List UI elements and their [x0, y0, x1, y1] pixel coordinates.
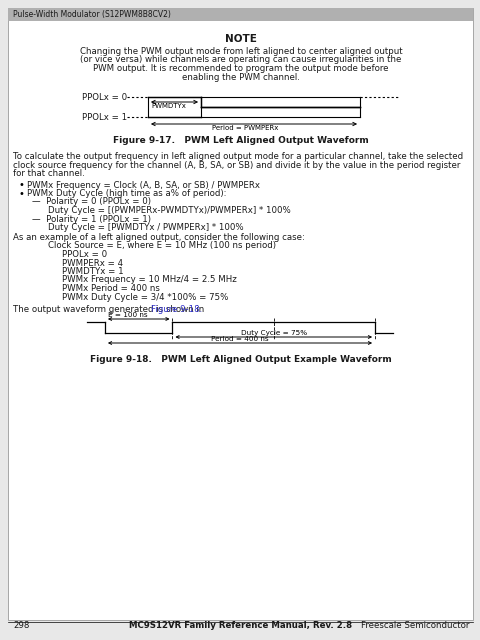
- Text: enabling the PWM channel.: enabling the PWM channel.: [182, 72, 300, 81]
- Text: PWMx Duty Cycle = 3/4 *100% = 75%: PWMx Duty Cycle = 3/4 *100% = 75%: [62, 292, 228, 301]
- Text: Figure 9-18.   PWM Left Aligned Output Example Waveform: Figure 9-18. PWM Left Aligned Output Exa…: [90, 355, 391, 364]
- Text: PWMx Frequency = 10 MHz/4 = 2.5 MHz: PWMx Frequency = 10 MHz/4 = 2.5 MHz: [62, 275, 236, 285]
- Text: To calculate the output frequency in left aligned output mode for a particular c: To calculate the output frequency in lef…: [13, 152, 462, 161]
- Text: PWMx Duty Cycle (high time as a% of period):: PWMx Duty Cycle (high time as a% of peri…: [27, 189, 226, 198]
- Bar: [8, 8, 472, 21]
- Text: Pulse-Width Modulator (S12PWM8B8CV2): Pulse-Width Modulator (S12PWM8B8CV2): [13, 10, 170, 19]
- Text: PPOLx = 1: PPOLx = 1: [82, 113, 127, 122]
- Text: —  Polarity = 1 (PPOLx = 1): — Polarity = 1 (PPOLx = 1): [32, 214, 151, 223]
- Text: E = 100 ns: E = 100 ns: [108, 312, 147, 318]
- Text: PWMDTYx = 1: PWMDTYx = 1: [62, 267, 123, 276]
- Text: PWMx Period = 400 ns: PWMx Period = 400 ns: [62, 284, 159, 293]
- Text: PWMPERx = 4: PWMPERx = 4: [62, 259, 123, 268]
- Text: PWM output. It is recommended to program the output mode before: PWM output. It is recommended to program…: [93, 64, 388, 73]
- Text: Period = 400 ns: Period = 400 ns: [211, 336, 268, 342]
- Text: PPOLx = 0: PPOLx = 0: [82, 93, 127, 102]
- Text: Duty Cycle = 75%: Duty Cycle = 75%: [240, 330, 306, 336]
- Text: Freescale Semiconductor: Freescale Semiconductor: [360, 621, 468, 630]
- Text: (or vice versa) while channels are operating can cause irregularities in the: (or vice versa) while channels are opera…: [80, 56, 401, 65]
- Text: PPOLx = 0: PPOLx = 0: [62, 250, 107, 259]
- Text: —  Polarity = 0 (PPOLx = 0): — Polarity = 0 (PPOLx = 0): [32, 198, 151, 207]
- Text: clock source frequency for the channel (A, B, SA, or SB) and divide it by the va: clock source frequency for the channel (…: [13, 161, 459, 170]
- Text: PWMx Frequency = Clock (A, B, SA, or SB) / PWMPERx: PWMx Frequency = Clock (A, B, SA, or SB)…: [27, 180, 260, 189]
- Text: MC9S12VR Family Reference Manual, Rev. 2.8: MC9S12VR Family Reference Manual, Rev. 2…: [129, 621, 352, 630]
- Text: for that channel.: for that channel.: [13, 169, 84, 178]
- Text: Figure 9-18.: Figure 9-18.: [150, 305, 202, 314]
- Text: Duty Cycle = [(PWMPERx-PWMDTYx)/PWMPERx] * 100%: Duty Cycle = [(PWMPERx-PWMDTYx)/PWMPERx]…: [48, 206, 290, 215]
- Text: NOTE: NOTE: [225, 34, 256, 44]
- Text: 298: 298: [13, 621, 29, 630]
- Text: Duty Cycle = [PWMDTYx / PWMPERx] * 100%: Duty Cycle = [PWMDTYx / PWMPERx] * 100%: [48, 223, 243, 232]
- Text: PWMDTYx: PWMDTYx: [151, 103, 185, 109]
- Text: As an example of a left aligned output, consider the following case:: As an example of a left aligned output, …: [13, 233, 304, 242]
- Text: Changing the PWM output mode from left aligned to center aligned output: Changing the PWM output mode from left a…: [80, 47, 401, 56]
- Text: Clock Source = E, where E = 10 MHz (100 ns period): Clock Source = E, where E = 10 MHz (100 …: [48, 241, 276, 250]
- Text: The output waveform generated is shown in: The output waveform generated is shown i…: [13, 305, 206, 314]
- Text: Figure 9-17.   PWM Left Aligned Output Waveform: Figure 9-17. PWM Left Aligned Output Wav…: [113, 136, 368, 145]
- Text: •: •: [19, 189, 25, 199]
- Text: •: •: [19, 180, 25, 191]
- Text: Period = PWMPERx: Period = PWMPERx: [211, 125, 277, 131]
